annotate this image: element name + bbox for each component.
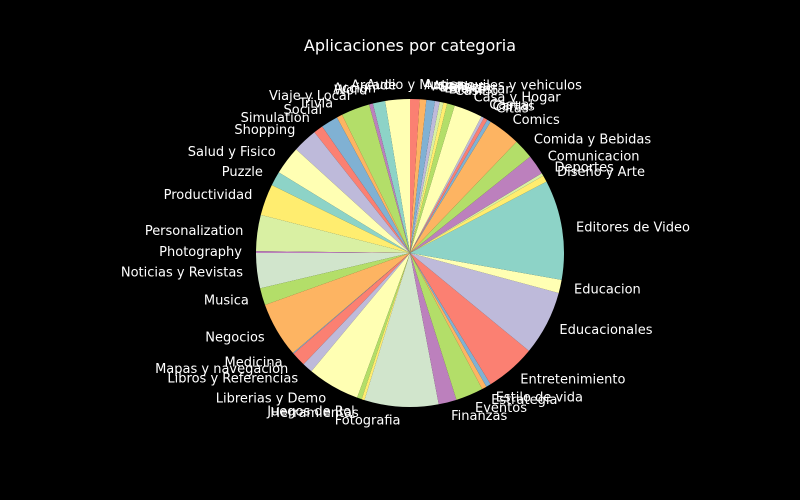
slice-label: Comics — [513, 113, 560, 128]
chart-title: Aplicaciones por categoria — [304, 36, 516, 55]
pie-slice — [303, 253, 410, 372]
pie-slice — [410, 99, 420, 253]
slice-label: Puzzle — [222, 165, 263, 180]
slice-label: Belleza — [440, 81, 487, 96]
pie-slice — [410, 253, 529, 385]
slice-label: Trivia — [298, 97, 333, 112]
pie-slices — [255, 98, 564, 407]
slice-label: Entretenimiento — [520, 373, 625, 388]
slice-label: Casino — [455, 84, 499, 99]
slice-label: Shopping — [234, 123, 295, 138]
slice-label: Citas — [496, 102, 529, 117]
slice-label: Fotografia — [335, 414, 401, 429]
slice-label: Bienestar — [449, 83, 512, 98]
pie-slice — [410, 105, 482, 253]
slice-label: Negocios — [205, 330, 265, 345]
pie-slice — [260, 253, 410, 305]
slice-label: Automoviles y vehiculos — [424, 79, 582, 94]
pie-slice — [357, 253, 410, 400]
pie-slice — [410, 99, 435, 254]
pie-slice — [260, 185, 410, 253]
pie-slice — [256, 214, 410, 253]
pie-slice — [255, 251, 410, 253]
slice-label: Comida y Bebidas — [534, 133, 651, 148]
pie-slice — [410, 102, 448, 254]
pie-slice — [410, 253, 562, 294]
pie-slice — [265, 253, 410, 354]
pie-slice — [278, 149, 410, 253]
pie-slice — [336, 114, 410, 253]
pie-slice — [271, 172, 410, 253]
slice-label: Casual — [489, 98, 533, 113]
pie-slice — [385, 98, 410, 253]
slice-label: Deportes — [555, 160, 615, 175]
pie-slice — [372, 101, 410, 253]
pie-slice — [410, 156, 542, 253]
slice-label: Salud y Fisico — [188, 145, 276, 160]
pie-slice — [410, 103, 455, 253]
pie-slice — [364, 253, 439, 407]
pie-slice — [369, 103, 410, 253]
slice-label: Cartas — [493, 100, 535, 115]
pie-slice — [311, 253, 410, 398]
pie-slice — [410, 253, 457, 405]
pie-slice — [410, 99, 427, 253]
slice-label: Eventos — [475, 401, 527, 416]
slice-label: Estilo de vida — [496, 391, 583, 406]
slice-label: Photography — [159, 245, 242, 260]
pie-slice — [410, 116, 484, 253]
pie-slice — [293, 253, 410, 365]
pie-slice — [292, 253, 410, 354]
slice-label: Simulation — [241, 111, 310, 126]
slice-label: Aventura — [433, 80, 492, 95]
pie-slice — [410, 119, 491, 253]
slice-label: Herramientas — [270, 406, 359, 421]
pie-slice — [410, 101, 440, 253]
pie-slice — [410, 253, 483, 400]
slice-label: Editores de Video — [576, 220, 690, 235]
pie-slice — [322, 117, 410, 253]
slice-label: Educacionales — [559, 323, 652, 338]
pie-slice — [296, 132, 410, 253]
slice-label: Comunicacion — [548, 150, 640, 165]
slice-label: Productividad — [164, 188, 253, 203]
slice-label: Board — [444, 82, 482, 97]
pie-slice — [410, 175, 547, 253]
slice-label: Juegos de Rol — [266, 405, 355, 420]
slice-label: Casa y Hogar — [474, 91, 562, 106]
pie-slice — [410, 181, 564, 280]
pie-slice — [410, 253, 559, 351]
slice-label: Estrategia — [491, 393, 557, 408]
pie-slice — [314, 126, 410, 253]
slice-label: Noticias y Revistas — [121, 265, 243, 280]
pie-slice — [410, 117, 488, 254]
slice-label: Arcade — [351, 79, 396, 94]
pie-slice — [410, 253, 487, 390]
slice-label: Diseño y Arte — [557, 165, 645, 180]
slice-label: Librerias y Demo — [216, 392, 326, 407]
pie-slice — [410, 141, 531, 253]
slice-label: Medicina — [225, 356, 283, 371]
slice-label: Viaje y Local — [269, 89, 350, 104]
slice-label: Audio y Musica — [366, 78, 464, 93]
pie-slice — [410, 253, 491, 387]
slice-label: Personalization — [145, 224, 244, 239]
slice-label: Mapas y navegacion — [155, 362, 288, 377]
pie-slice — [342, 104, 410, 253]
slice-label: Finanzas — [451, 409, 507, 424]
slice-label: Libros y Referencias — [167, 371, 298, 386]
pie-slice — [410, 101, 444, 253]
pie-slice — [361, 253, 410, 401]
slice-label: Musica — [204, 294, 249, 309]
slice-label: Educacion — [574, 283, 641, 298]
slice-label: Accion — [333, 82, 376, 97]
pie-slice — [410, 173, 544, 253]
slice-label: Word — [334, 84, 367, 99]
slice-label: Social — [284, 103, 323, 118]
pie-slice — [256, 253, 410, 289]
pie-slice — [410, 121, 517, 254]
